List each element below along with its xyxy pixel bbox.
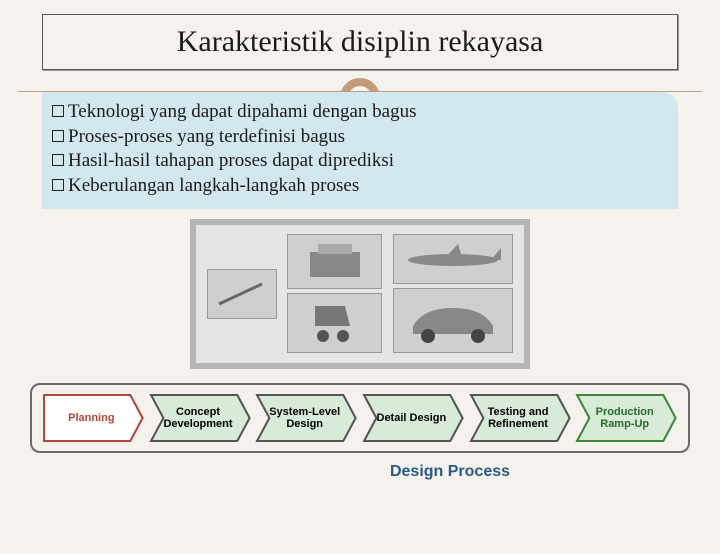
bullet-text: Keberulangan langkah-langkah proses xyxy=(68,174,359,199)
phase-label: Concept Development xyxy=(155,406,242,430)
phase-testing: Testing and Refinement xyxy=(469,393,572,443)
bullet-text: Teknologi yang dapat dipahami dengan bag… xyxy=(68,100,417,125)
phase-label: Testing and Refinement xyxy=(475,406,562,430)
image-placeholder xyxy=(207,269,277,319)
phase-label: Planning xyxy=(68,412,114,424)
bullet-text: Hasil-hasil tahapan proses dapat dipredi… xyxy=(68,149,394,174)
bullet-item: Proses-proses yang terdefinisi bagus xyxy=(52,125,668,150)
phase-label: System-Level Design xyxy=(261,406,348,430)
title-container: Karakteristik disiplin rekayasa xyxy=(42,14,678,70)
phase-detail: Detail Design xyxy=(362,393,465,443)
process-caption: Design Process xyxy=(0,463,720,481)
product-images-panel xyxy=(190,219,530,369)
bullet-panel: Teknologi yang dapat dipahami dengan bag… xyxy=(42,92,678,209)
square-bullet-icon xyxy=(52,179,64,191)
phase-label: Detail Design xyxy=(377,412,447,424)
square-bullet-icon xyxy=(52,105,64,117)
phase-system: System-Level Design xyxy=(255,393,358,443)
printer-icon xyxy=(300,242,370,282)
phase-label: Production Ramp-Up xyxy=(581,406,668,430)
slide-title: Karakteristik disiplin rekayasa xyxy=(57,25,663,59)
car-icon xyxy=(403,296,503,346)
bullet-text: Proses-proses yang terdefinisi bagus xyxy=(68,125,345,150)
phase-production: Production Ramp-Up xyxy=(575,393,678,443)
phase-planning: Planning xyxy=(42,393,145,443)
bullet-item: Hasil-hasil tahapan proses dapat dipredi… xyxy=(52,149,668,174)
bullet-item: Teknologi yang dapat dipahami dengan bag… xyxy=(52,100,668,125)
process-flow: Planning Concept Development System-Leve… xyxy=(30,383,690,453)
phase-concept: Concept Development xyxy=(149,393,252,443)
airplane-icon xyxy=(403,242,503,277)
image-placeholder xyxy=(393,288,513,353)
square-bullet-icon xyxy=(52,130,64,142)
image-placeholder xyxy=(287,234,382,289)
bullet-item: Keberulangan langkah-langkah proses xyxy=(52,174,668,199)
square-bullet-icon xyxy=(52,154,64,166)
image-placeholder xyxy=(393,234,513,284)
image-placeholder xyxy=(287,293,382,353)
screwdriver-icon xyxy=(217,279,267,309)
skate-icon xyxy=(305,301,365,346)
